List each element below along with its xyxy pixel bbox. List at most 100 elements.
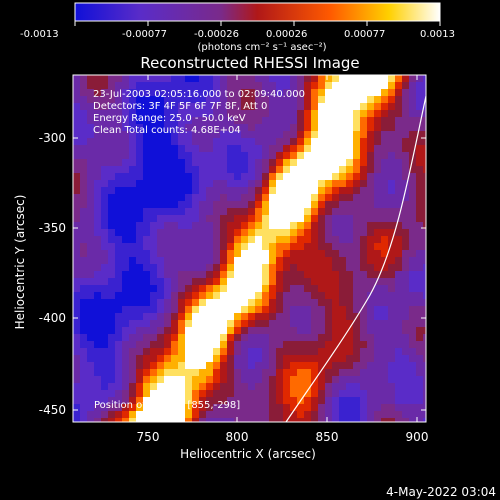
- heatmap-cell: [87, 285, 94, 292]
- heatmap-cell: [388, 243, 395, 250]
- heatmap-cell: [360, 404, 367, 411]
- heatmap-cell: [297, 82, 304, 89]
- heatmap-cell: [395, 152, 402, 159]
- heatmap-cell: [129, 194, 136, 201]
- heatmap-cell: [227, 369, 234, 376]
- heatmap-cell: [332, 145, 339, 152]
- heatmap-cell: [367, 404, 374, 411]
- heatmap-cell: [402, 376, 409, 383]
- heatmap-cell: [381, 299, 388, 306]
- heatmap-cell: [220, 124, 227, 131]
- heatmap-cell: [129, 404, 136, 411]
- heatmap-cell: [255, 243, 262, 250]
- heatmap-cell: [339, 187, 346, 194]
- heatmap-cell: [283, 96, 290, 103]
- heatmap-cell: [164, 383, 171, 390]
- heatmap-cell: [101, 117, 108, 124]
- heatmap-cell: [115, 110, 122, 117]
- heatmap-cell: [115, 222, 122, 229]
- heatmap-cell: [87, 229, 94, 236]
- heatmap-cell: [374, 159, 381, 166]
- heatmap-cell: [318, 306, 325, 313]
- heatmap-cell: [164, 187, 171, 194]
- heatmap-cell: [325, 145, 332, 152]
- heatmap-cell: [374, 383, 381, 390]
- heatmap-cell: [388, 257, 395, 264]
- heatmap-cell: [346, 404, 353, 411]
- heatmap-cell: [220, 201, 227, 208]
- heatmap-cell: [346, 194, 353, 201]
- heatmap-cell: [241, 271, 248, 278]
- heatmap-cell: [276, 166, 283, 173]
- heatmap-cell: [388, 145, 395, 152]
- heatmap-cell: [297, 348, 304, 355]
- heatmap-cell: [402, 215, 409, 222]
- heatmap-cell: [381, 369, 388, 376]
- heatmap-cell: [108, 89, 115, 96]
- heatmap-cell: [367, 96, 374, 103]
- heatmap-cell: [108, 341, 115, 348]
- heatmap-cell: [248, 306, 255, 313]
- heatmap-cell: [213, 313, 220, 320]
- heatmap-cell: [101, 341, 108, 348]
- heatmap-cell: [276, 341, 283, 348]
- heatmap-cell: [346, 418, 353, 422]
- heatmap-cell: [318, 201, 325, 208]
- heatmap-cell: [157, 229, 164, 236]
- heatmap-cell: [325, 362, 332, 369]
- heatmap-cell: [409, 110, 416, 117]
- heatmap-cell: [248, 82, 255, 89]
- heatmap-cell: [388, 208, 395, 215]
- heatmap-cell: [143, 201, 150, 208]
- heatmap-cell: [136, 117, 143, 124]
- heatmap-cell: [185, 145, 192, 152]
- heatmap-cell: [423, 285, 426, 292]
- heatmap-cell: [255, 152, 262, 159]
- heatmap-cell: [283, 320, 290, 327]
- heatmap-cell: [115, 173, 122, 180]
- heatmap-cell: [262, 334, 269, 341]
- heatmap-cell: [304, 306, 311, 313]
- heatmap-cell: [402, 362, 409, 369]
- heatmap-cell: [409, 257, 416, 264]
- heatmap-cell: [388, 180, 395, 187]
- heatmap-cell: [129, 292, 136, 299]
- heatmap-cell: [332, 117, 339, 124]
- heatmap-cell: [423, 257, 426, 264]
- heatmap-cell: [101, 348, 108, 355]
- heatmap-cell: [94, 390, 101, 397]
- heatmap-cell: [192, 236, 199, 243]
- heatmap-cell: [283, 145, 290, 152]
- heatmap-cell: [129, 159, 136, 166]
- heatmap-cell: [185, 306, 192, 313]
- heatmap-cell: [122, 271, 129, 278]
- heatmap-cell: [353, 362, 360, 369]
- heatmap-cell: [199, 82, 206, 89]
- heatmap-cell: [276, 222, 283, 229]
- heatmap-cell: [346, 327, 353, 334]
- heatmap-cell: [311, 250, 318, 257]
- heatmap-cell: [220, 376, 227, 383]
- heatmap-cell: [255, 180, 262, 187]
- heatmap-cell: [388, 306, 395, 313]
- heatmap-cell: [164, 159, 171, 166]
- heatmap-cell: [164, 96, 171, 103]
- heatmap-cell: [269, 173, 276, 180]
- heatmap-cell: [213, 82, 220, 89]
- heatmap-cell: [199, 250, 206, 257]
- heatmap-cell: [423, 201, 426, 208]
- heatmap-cell: [423, 411, 426, 418]
- heatmap-cell: [360, 397, 367, 404]
- heatmap-cell: [346, 299, 353, 306]
- heatmap-cell: [360, 82, 367, 89]
- heatmap-cell: [416, 250, 423, 257]
- heatmap-cell: [136, 313, 143, 320]
- plot-title: Reconstructed RHESSI Image: [140, 54, 359, 72]
- heatmap-cell: [416, 404, 423, 411]
- heatmap-cell: [220, 397, 227, 404]
- heatmap-cell: [157, 418, 164, 422]
- heatmap-cell: [290, 383, 297, 390]
- heatmap-cell: [178, 362, 185, 369]
- heatmap-cell: [115, 131, 122, 138]
- heatmap-cell: [304, 397, 311, 404]
